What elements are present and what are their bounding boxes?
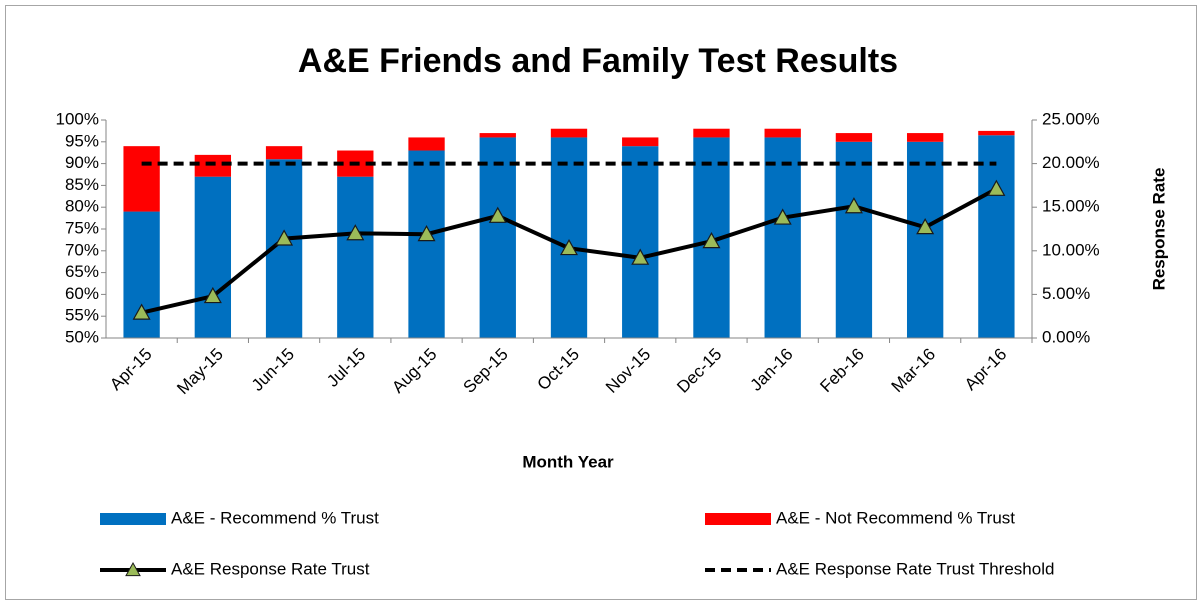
y-tick-label: 60%: [65, 284, 99, 303]
y2-tick-label: 0.00%: [1042, 327, 1090, 346]
chart-title: A&E Friends and Family Test Results: [298, 42, 898, 80]
legend-label: A&E Response Rate Trust Threshold: [776, 559, 1054, 578]
marker: [702, 231, 721, 249]
bar: [479, 137, 516, 338]
legend-label: A&E Response Rate Trust: [171, 559, 370, 578]
bar: [265, 146, 303, 160]
marker: [559, 238, 579, 256]
marker: [488, 206, 507, 223]
y-tick-label: 100%: [56, 109, 99, 128]
bar: [835, 133, 873, 142]
bar: [550, 128, 588, 138]
legend-marker: [125, 561, 141, 577]
bar: [693, 128, 730, 138]
bar: [550, 137, 588, 338]
y2-tick-label: 25.00%: [1042, 109, 1100, 128]
bar: [194, 176, 232, 338]
y-tick-label: 80%: [65, 197, 99, 216]
bar: [622, 146, 659, 338]
bar: [194, 154, 232, 177]
bar: [479, 133, 516, 138]
legend-label: A&E - Not Recommend % Trust: [776, 508, 1015, 527]
y2-tick-label: 15.00%: [1042, 197, 1100, 216]
bar: [622, 137, 659, 147]
y-tick-label: 55%: [65, 306, 99, 325]
y2-tick-label: 10.00%: [1042, 240, 1100, 259]
bar: [835, 141, 873, 338]
bar: [906, 133, 944, 142]
y-tick-label: 90%: [65, 153, 99, 172]
bar: [123, 146, 160, 212]
marker: [844, 197, 863, 214]
bar: [337, 176, 374, 338]
legend-swatch: [705, 513, 771, 525]
marker: [916, 218, 935, 235]
y-tick-label: 70%: [65, 240, 99, 259]
marker: [275, 229, 294, 246]
y-tick-label: 75%: [65, 218, 99, 237]
marker: [346, 224, 365, 241]
marker: [987, 179, 1006, 196]
bar: [978, 130, 1015, 136]
y2-tick-label: 5.00%: [1042, 284, 1090, 303]
marker: [773, 208, 792, 225]
marker: [631, 248, 650, 265]
y-tick-label: 85%: [65, 175, 99, 194]
legend-label: A&E - Recommend % Trust: [171, 508, 379, 527]
bar: [978, 135, 1015, 338]
marker: [203, 286, 222, 304]
x-axis-title: Month Year: [522, 452, 614, 471]
marker: [132, 303, 151, 320]
y-tick-label: 95%: [65, 131, 99, 150]
y2-axis-title: Response Rate: [1149, 168, 1168, 291]
y-tick-label: 50%: [65, 327, 99, 346]
y2-tick-label: 20.00%: [1042, 153, 1100, 172]
legend-swatch: [100, 513, 166, 525]
bar: [408, 137, 445, 151]
bar: [764, 137, 801, 338]
bar: [906, 141, 944, 338]
marker: [417, 224, 436, 242]
bar: [764, 128, 801, 138]
bar: [408, 150, 445, 338]
y-tick-label: 65%: [65, 262, 99, 281]
